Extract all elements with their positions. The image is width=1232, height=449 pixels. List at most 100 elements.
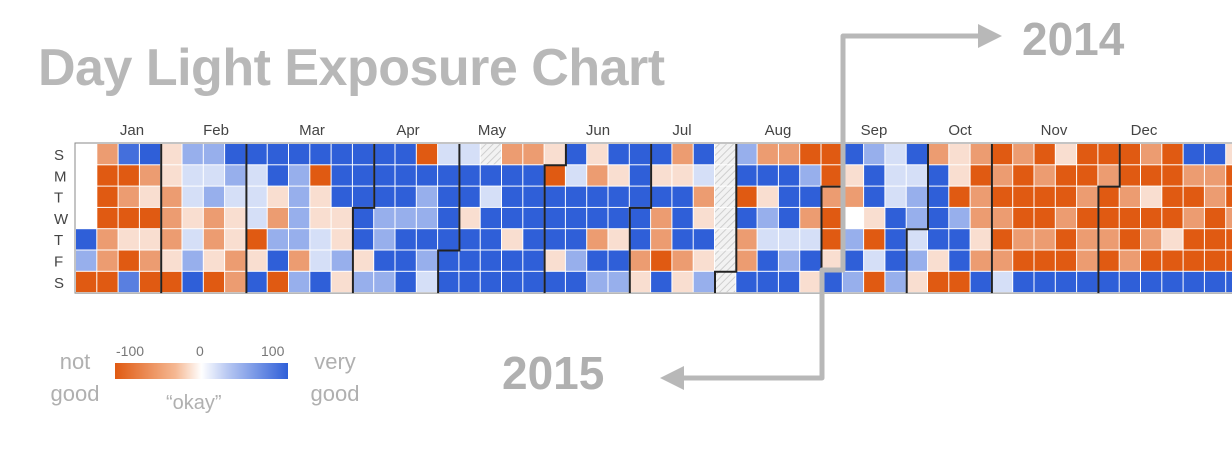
heatmap-cell [502,186,523,207]
heatmap-cell [480,144,501,165]
heatmap-cell [991,250,1013,271]
heatmap-cell [1055,144,1077,165]
heatmap-cell [416,271,438,293]
heatmap-cell [459,229,480,250]
heatmap-cell [1098,250,1119,271]
heatmap-cell [693,144,714,165]
heatmap-cell [225,186,246,207]
heatmap-cell [1204,165,1226,186]
heatmap-cell [1034,165,1055,186]
heatmap-cell [246,186,267,207]
heatmap-cell [906,165,927,186]
heatmap-cell [331,271,352,293]
heatmap-cell [864,186,885,207]
heatmap-cell [1204,271,1226,293]
heatmap-cell [118,271,139,293]
heatmap-cell [459,186,480,207]
heatmap-cell [651,144,672,165]
heatmap-cell [608,165,629,186]
heatmap-cell [289,165,310,186]
heatmap-cell [310,250,331,271]
heatmap-cell [118,165,139,186]
heatmap-cell [672,144,693,165]
heatmap-cell [1226,144,1232,165]
heatmap-cell [139,186,161,207]
heatmap-cell [778,229,800,250]
heatmap-cell [906,271,927,293]
heatmap-cell [289,144,310,165]
heatmap-cell [139,144,161,165]
heatmap-cell [800,207,821,229]
heatmap-cell [864,207,885,229]
heatmap-cell [715,271,736,293]
heatmap-cell [1119,207,1140,229]
heatmap-cell [608,207,629,229]
heatmap-cell [906,144,927,165]
heatmap-cell [1055,186,1077,207]
heatmap-cell [949,229,970,250]
heatmap-cell [1034,250,1055,271]
heatmap-cell [267,165,288,186]
heatmap-cell [246,271,267,293]
heatmap-cell [289,271,310,293]
month-label: Jun [586,122,610,139]
heatmap-cell [1162,250,1183,271]
heatmap-cell [885,165,906,186]
month-boundary [714,144,738,294]
heatmap-cell [1034,186,1055,207]
heatmap-cell [161,229,182,250]
day-label: T [54,190,63,207]
heatmap-cell [523,229,544,250]
heatmap-cell [693,250,714,271]
heatmap-cell [821,250,842,271]
heatmap-cell [970,229,991,250]
heatmap-cell [991,207,1013,229]
heatmap-cell [736,207,757,229]
heatmap-cell [97,229,118,250]
year-arrow-2015-head [660,366,684,390]
heatmap-cell [416,144,438,165]
heatmap-cell [864,271,885,293]
heatmap-cell [161,207,182,229]
heatmap-cell [395,207,416,229]
heatmap-cell [76,250,97,271]
heatmap-cell [1183,144,1204,165]
heatmap-cell [1183,207,1204,229]
heatmap-cell [608,186,629,207]
heatmap-cell [416,165,438,186]
heatmap-cell [1204,250,1226,271]
heatmap-cell [885,271,906,293]
heatmap-cell [1204,207,1226,229]
heatmap-cell [118,250,139,271]
heatmap-cell [267,271,288,293]
heatmap-cell [97,186,118,207]
heatmap-cell [97,165,118,186]
heatmap-cell [949,186,970,207]
heatmap-cell [651,250,672,271]
heatmap-cell [587,186,608,207]
heatmap-cell [800,165,821,186]
month-label: Jul [672,122,691,139]
heatmap-cell [182,186,203,207]
heatmap-cell [821,186,842,207]
heatmap-cell [864,165,885,186]
heatmap-cell [565,271,587,293]
heatmap-cell [1077,165,1098,186]
heatmap-cell [565,144,587,165]
heatmap-cell [1119,165,1140,186]
heatmap-cell [182,207,203,229]
heatmap-cell [374,207,395,229]
heatmap-cell [331,207,352,229]
heatmap-cell [374,186,395,207]
heatmap-cell [672,250,693,271]
heatmap-cell [629,271,651,293]
heatmap-cell [715,250,736,271]
heatmap-cell [395,165,416,186]
heatmap-cell [97,144,118,165]
heatmap-cell [906,207,927,229]
heatmap-cell [1077,207,1098,229]
heatmap-cell [693,207,714,229]
heatmap-cell [395,250,416,271]
heatmap-cell [416,207,438,229]
